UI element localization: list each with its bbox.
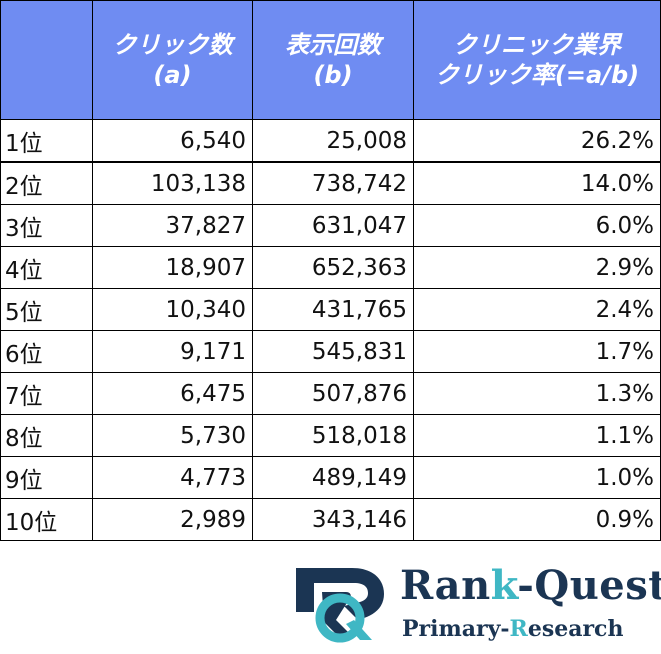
rank-cell: 4位 [0, 246, 93, 289]
rank-cell: 10位 [0, 498, 93, 541]
header-ctr-line1: クリニック業界 [453, 31, 621, 59]
header-impressions-line2: (b) [313, 61, 353, 89]
impressions-cell: 25,008 [252, 119, 414, 163]
header-impressions-line1: 表示回数 [285, 31, 381, 59]
clicks-cell: 5,730 [92, 414, 253, 457]
ctr-cell: 1.0% [413, 456, 661, 499]
rank-quest-emblem-icon [296, 568, 384, 643]
header-row: クリック数 (a) 表示回数 (b) クリニック業界 クリック率(=a/b) [0, 0, 661, 120]
ctr-cell: 26.2% [413, 119, 661, 163]
impressions-cell: 631,047 [252, 204, 414, 247]
table-row: 3位 37,827 631,047 6.0% [0, 204, 661, 247]
ctr-cell: 1.3% [413, 372, 661, 415]
table-row: 4位 18,907 652,363 2.9% [0, 246, 661, 289]
header-rank [0, 0, 93, 120]
brand-part-b: -Quest [517, 562, 661, 609]
impressions-cell: 343,146 [252, 498, 414, 541]
rank-cell: 5位 [0, 288, 93, 331]
header-ctr: クリニック業界 クリック率(=a/b) [413, 0, 661, 120]
table-header: クリック数 (a) 表示回数 (b) クリニック業界 クリック率(=a/b) [0, 0, 661, 120]
header-clicks: クリック数 (a) [92, 0, 253, 120]
impressions-cell: 545,831 [252, 330, 414, 373]
table-row: 5位 10,340 431,765 2.4% [0, 288, 661, 331]
clicks-cell: 10,340 [92, 288, 253, 331]
table-row: 7位 6,475 507,876 1.3% [0, 372, 661, 415]
table-row: 10位 2,989 343,146 0.9% [0, 498, 661, 541]
clicks-cell: 6,540 [92, 119, 253, 163]
clicks-cell: 18,907 [92, 246, 253, 289]
table-row: 1位 6,540 25,008 26.2% [0, 119, 661, 163]
impressions-cell: 507,876 [252, 372, 414, 415]
brand-part-a: Ran [400, 562, 491, 609]
header-ctr-line2: クリック率(=a/b) [434, 61, 640, 89]
rank-cell: 3位 [0, 204, 93, 247]
ctr-cell: 2.4% [413, 288, 661, 331]
impressions-cell: 489,149 [252, 456, 414, 499]
clicks-cell: 9,171 [92, 330, 253, 373]
tagline-part-b: esearch [527, 616, 624, 642]
rank-cell: 9位 [0, 456, 93, 499]
tagline-part-highlight: R [509, 616, 528, 642]
clicks-cell: 103,138 [92, 161, 253, 205]
clicks-cell: 37,827 [92, 204, 253, 247]
impressions-cell: 652,363 [252, 246, 414, 289]
tagline-part-a: Primary- [402, 616, 510, 642]
rank-cell: 2位 [0, 161, 93, 205]
impressions-cell: 518,018 [252, 414, 414, 457]
ctr-cell: 0.9% [413, 498, 661, 541]
brand-part-highlight: k [490, 562, 518, 609]
ctr-cell: 2.9% [413, 246, 661, 289]
logo-tagline: Primary-Research [402, 616, 623, 642]
ctr-cell: 6.0% [413, 204, 661, 247]
header-impressions: 表示回数 (b) [252, 0, 414, 120]
impressions-cell: 738,742 [252, 161, 414, 205]
ranking-ctr-table: クリック数 (a) 表示回数 (b) クリニック業界 クリック率(=a/b) 1… [0, 0, 661, 541]
table-row: 2位 103,138 738,742 14.0% [0, 161, 661, 205]
rank-cell: 1位 [0, 119, 93, 163]
clicks-cell: 6,475 [92, 372, 253, 415]
ctr-cell: 14.0% [413, 161, 661, 205]
table-row: 6位 9,171 545,831 1.7% [0, 330, 661, 373]
impressions-cell: 431,765 [252, 288, 414, 331]
header-clicks-line1: クリック数 [112, 31, 233, 59]
clicks-cell: 4,773 [92, 456, 253, 499]
ctr-cell: 1.7% [413, 330, 661, 373]
table-body: 1位 6,540 25,008 26.2% 2位 103,138 738,742 14.0% 3… [0, 119, 661, 541]
header-clicks-line2: (a) [153, 61, 192, 89]
rank-cell: 8位 [0, 414, 93, 457]
clicks-cell: 2,989 [92, 498, 253, 541]
rank-cell: 7位 [0, 372, 93, 415]
rank-quest-logo: Rank-Quest Primary-Research [294, 562, 661, 648]
table-row: 8位 5,730 518,018 1.1% [0, 414, 661, 457]
ctr-cell: 1.1% [413, 414, 661, 457]
logo-brand-name: Rank-Quest [400, 562, 661, 609]
rank-cell: 6位 [0, 330, 93, 373]
table-row: 9位 4,773 489,149 1.0% [0, 456, 661, 499]
